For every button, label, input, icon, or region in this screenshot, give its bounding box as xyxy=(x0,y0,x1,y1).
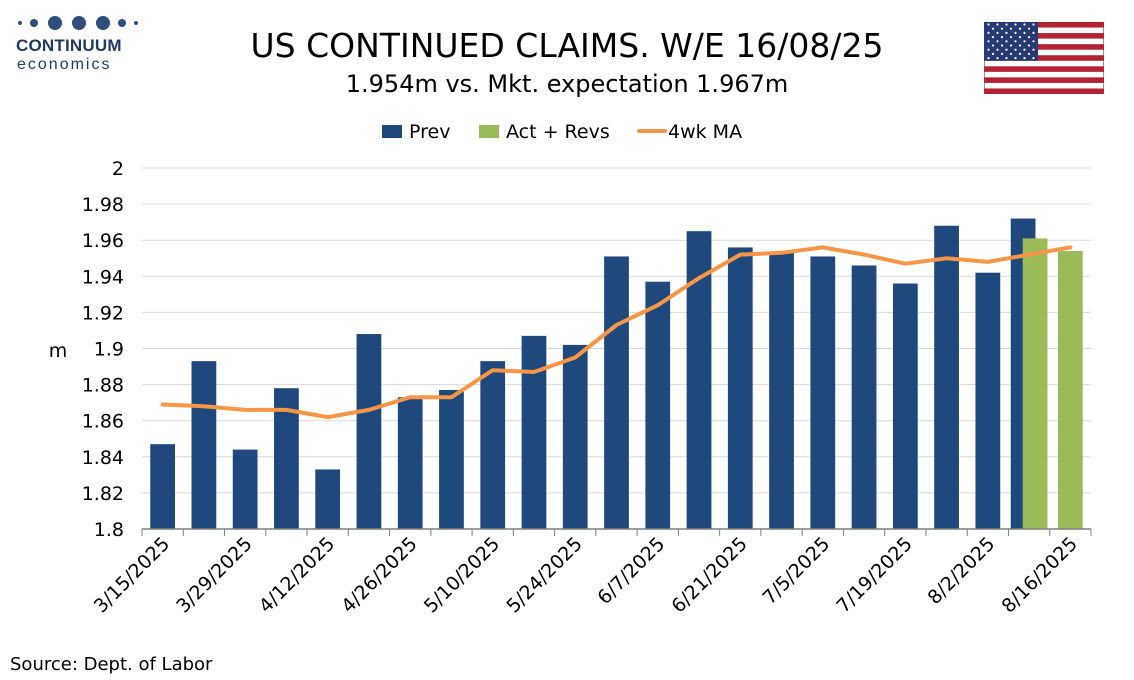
x-tick-label: 4/12/2025 xyxy=(255,533,339,617)
legend-item: Prev xyxy=(382,121,450,143)
legend-item: Act + Revs xyxy=(479,121,610,143)
bar-prev xyxy=(686,231,712,530)
series-prev-bars xyxy=(150,218,1036,530)
bar-prev xyxy=(191,361,217,529)
y-axis-label: m xyxy=(49,340,68,362)
bar-act-revs xyxy=(1057,251,1083,529)
bar-prev xyxy=(769,252,794,529)
legend-swatch xyxy=(382,125,402,138)
bar-prev xyxy=(521,335,547,529)
y-tick-label: 2 xyxy=(112,158,124,180)
legend-label: Act + Revs xyxy=(506,121,610,143)
x-tick-label: 6/21/2025 xyxy=(667,533,751,617)
y-tick-label: 1.98 xyxy=(82,194,124,216)
bar-prev xyxy=(480,361,506,529)
chart-title: US CONTINUED CLAIMS. W/E 16/08/25 xyxy=(250,26,884,65)
series-4wk-ma xyxy=(160,245,1073,420)
bar-prev xyxy=(645,281,671,529)
y-tick-label: 1.9 xyxy=(94,339,124,361)
y-tick-label: 1.8 xyxy=(94,519,124,541)
x-tick-label: 8/2/2025 xyxy=(923,533,999,609)
x-tick-label: 4/26/2025 xyxy=(337,533,421,617)
legend-label: 4wk MA xyxy=(668,121,742,143)
y-tick-label: 1.88 xyxy=(82,375,124,397)
legend: Prev Act + Revs 4wk MA xyxy=(382,121,742,143)
continuum-economics-logo: CONTINUUM economics xyxy=(14,14,138,76)
bar-prev xyxy=(150,444,176,529)
y-axis-ticks: 1.8 1.82 1.84 1.86 1.88 1.9 1.92 1.94 1.96 1.98 2 xyxy=(82,158,124,541)
line-4wk-ma xyxy=(160,245,1073,420)
bar-prev xyxy=(851,265,877,529)
logo-name: CONTINUUM xyxy=(16,36,122,55)
x-tick-label: 3/29/2025 xyxy=(172,533,256,617)
y-tick-label: 1.86 xyxy=(82,411,124,433)
bar-prev xyxy=(892,283,918,529)
x-tick-label: 7/5/2025 xyxy=(758,533,834,609)
x-tick-label: 8/16/2025 xyxy=(997,533,1081,617)
x-tick-label: 6/7/2025 xyxy=(593,533,669,609)
legend-swatch xyxy=(479,125,499,138)
bar-prev xyxy=(810,256,836,529)
bar-prev xyxy=(975,272,1001,529)
axes xyxy=(141,528,1092,536)
y-tick-label: 1.84 xyxy=(82,447,124,469)
bar-prev xyxy=(562,344,588,529)
bar-prev xyxy=(232,449,258,529)
bar-prev xyxy=(934,225,959,529)
chart-subtitle: 1.954m vs. Mkt. expectation 1.967m xyxy=(345,70,789,98)
legend-item: 4wk MA xyxy=(637,121,742,143)
logo-subtitle: economics xyxy=(17,56,112,73)
source-note: Source: Dept. of Labor xyxy=(10,654,213,675)
x-tick-label: 3/15/2025 xyxy=(90,533,174,617)
y-tick-label: 1.92 xyxy=(82,302,124,324)
bar-prev xyxy=(439,390,464,529)
bar-prev xyxy=(727,247,753,530)
bar-prev xyxy=(356,334,382,529)
bar-prev xyxy=(604,256,629,529)
bar-act-revs xyxy=(1022,238,1048,529)
us-flag-icon xyxy=(984,22,1104,94)
x-tick-label: 7/19/2025 xyxy=(832,533,916,617)
x-tick-label: 5/10/2025 xyxy=(420,533,504,617)
y-tick-label: 1.82 xyxy=(82,483,124,505)
bar-prev xyxy=(397,397,423,529)
x-tick-label: 5/24/2025 xyxy=(502,533,586,617)
series-act-bars xyxy=(1022,238,1083,529)
bar-prev xyxy=(315,469,341,529)
y-tick-label: 1.96 xyxy=(82,230,124,252)
x-axis-ticks: 3/15/20253/29/20254/12/20254/26/20255/10… xyxy=(90,533,1082,617)
legend-label: Prev xyxy=(409,121,450,143)
y-tick-label: 1.94 xyxy=(82,266,124,288)
